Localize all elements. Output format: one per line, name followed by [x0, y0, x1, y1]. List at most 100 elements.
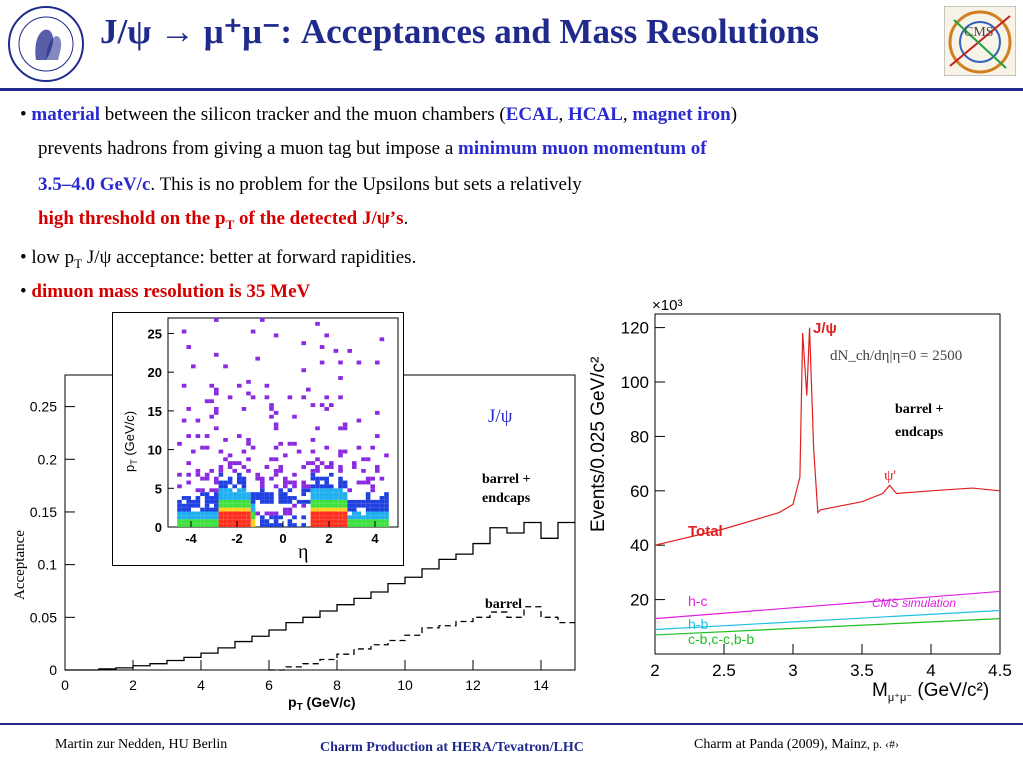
heatmap-cell — [214, 503, 219, 508]
heatmap-cell — [329, 511, 334, 516]
heatmap-cell — [246, 499, 251, 504]
heatmap-cell — [333, 523, 339, 527]
footer-venue-text: Charm at Panda (2009), Mainz — [694, 737, 868, 752]
heatmap-cell — [310, 461, 316, 466]
x-label-tail: (GeV/c) — [303, 694, 356, 710]
heatmap-cell — [260, 318, 265, 322]
heatmap-cell — [342, 515, 348, 520]
heatmap-cell — [287, 519, 293, 524]
heatmap-cell — [333, 496, 339, 500]
heatmap-cell — [223, 507, 228, 512]
x-tick-label: 6 — [265, 677, 273, 693]
heatmap-cell — [338, 523, 343, 527]
heatmap-cell — [260, 480, 265, 485]
label-hb: h-b — [688, 616, 708, 632]
heatmap-cell — [250, 519, 256, 524]
heatmap-cell — [315, 507, 320, 512]
heatmap-cell — [375, 499, 380, 504]
heatmap-cell — [329, 484, 334, 489]
heatmap-cell — [237, 507, 242, 512]
heatmap-cell — [379, 337, 385, 342]
heatmap-cell — [204, 399, 210, 404]
heatmap-cell — [227, 453, 233, 458]
heatmap-cell — [342, 507, 348, 512]
heatmap-cell — [260, 499, 265, 504]
heatmap-cell — [214, 492, 219, 497]
heatmap-cell — [241, 503, 247, 508]
heatmap-cell — [283, 480, 288, 485]
heatmap-cell — [375, 507, 380, 512]
heatmap-cell — [204, 503, 210, 508]
mass-x-sub: μ⁺μ⁻ — [888, 692, 912, 704]
heatmap-cell — [319, 484, 325, 489]
heatmap-cell — [370, 515, 375, 520]
mass-x-tick-label: 4 — [926, 661, 935, 680]
heatmap-cell — [329, 519, 334, 524]
heatmap-cell — [283, 496, 288, 500]
heatmap-cell — [292, 480, 297, 485]
heatmap-cell — [227, 507, 233, 512]
x-tick-label: 0 — [61, 677, 69, 693]
heatmap-cell — [384, 453, 389, 458]
heatmap-cell — [329, 496, 334, 500]
heatmap-cell — [379, 499, 385, 504]
heatmap-cell — [250, 492, 256, 497]
heatmap-cell — [310, 515, 316, 520]
heatmap-cell — [186, 496, 191, 500]
heatmap-cell — [218, 488, 224, 493]
heatmap-cell — [214, 499, 219, 504]
heatmap-cell — [333, 515, 339, 520]
heatmap-cell — [292, 515, 297, 520]
heatmap-cell — [379, 519, 385, 524]
heatmap-cell — [384, 519, 389, 524]
heatmap-cell — [232, 515, 237, 520]
heatmap-cell — [333, 519, 339, 524]
heatmap-cell — [269, 492, 274, 497]
heatmap-cell — [200, 515, 205, 520]
heatmap-cell — [324, 511, 329, 516]
heatmap-cell — [273, 422, 279, 427]
heatmap-cell — [310, 507, 316, 512]
heatmap-cell — [324, 499, 329, 504]
heatmap-cell — [278, 499, 283, 504]
heatmap-cell — [370, 488, 375, 493]
heatmap-cell — [301, 503, 306, 508]
heatmap-cell — [365, 496, 371, 500]
heatmap-cell — [269, 511, 274, 516]
heatmap-cell — [347, 503, 352, 508]
mass-y-tick-label: 100 — [621, 373, 649, 392]
heatmap-cell — [379, 523, 385, 527]
heatmap-cell — [260, 515, 265, 520]
heatmap-cell — [361, 480, 366, 485]
heatmap-cell — [214, 387, 219, 392]
heatmap-cell — [379, 507, 385, 512]
mass-x-tick-label: 4.5 — [988, 661, 1012, 680]
heatmap-cell — [315, 496, 320, 500]
heatmap-cell — [319, 507, 325, 512]
inset-x-label: η — [298, 541, 308, 563]
heatmap-cell — [186, 507, 191, 512]
heatmap-cell — [191, 519, 196, 524]
footer-divider — [0, 723, 1023, 725]
heatmap-cell — [384, 496, 389, 500]
bullet-text: low p — [26, 247, 75, 268]
label-total: Total — [688, 523, 723, 540]
heatmap-cell — [269, 457, 274, 462]
heatmap-cell — [283, 476, 288, 481]
bullet-text: ) — [730, 104, 738, 125]
heatmap-cell — [204, 523, 210, 527]
heatmap-cell — [204, 445, 210, 450]
acceptance-y-label: Acceptance — [12, 530, 28, 600]
heatmap-cell — [273, 457, 279, 462]
heatmap-cell — [181, 511, 187, 516]
heatmap-cell — [370, 445, 375, 450]
heatmap-cell — [301, 341, 306, 346]
heatmap-cell — [181, 418, 187, 423]
heatmap-cell — [237, 496, 242, 500]
inset-heatmap — [177, 318, 389, 527]
mass-x-label: Mμ⁺μ⁻ (GeV/c²) — [872, 680, 989, 704]
heatmap-cell — [278, 496, 283, 500]
heatmap-cell — [329, 461, 334, 466]
heatmap-cell — [324, 523, 329, 527]
heatmap-cell — [218, 468, 224, 473]
